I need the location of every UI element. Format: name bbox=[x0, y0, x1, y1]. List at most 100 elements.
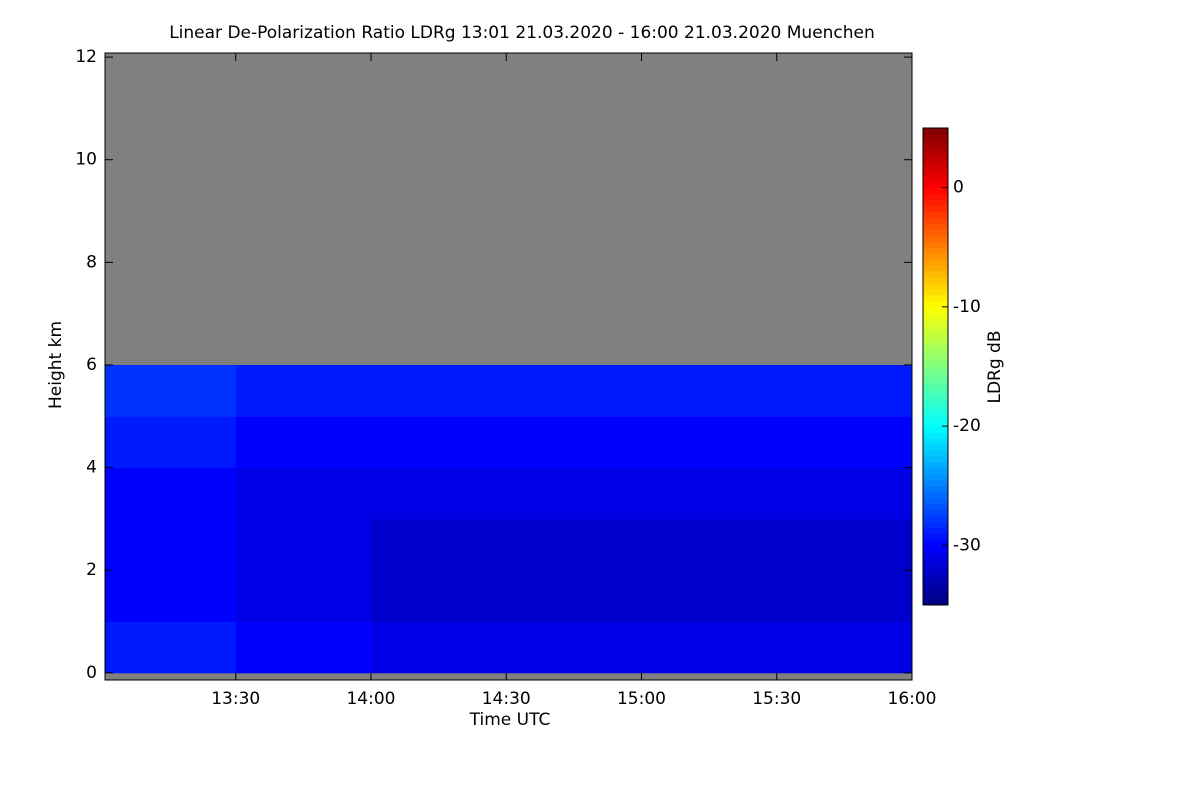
chart-title: Linear De-Polarization Ratio LDRg 13:01 … bbox=[169, 23, 875, 43]
heat-cell bbox=[105, 518, 237, 571]
colorbar-segment bbox=[923, 259, 948, 266]
colorbar-segment bbox=[923, 539, 948, 546]
colorbar-segment bbox=[923, 265, 948, 272]
colorbar-segment bbox=[923, 277, 948, 284]
heat-cell bbox=[776, 570, 913, 623]
x-tick-label: 14:30 bbox=[482, 689, 531, 709]
colorbar-segment bbox=[923, 271, 948, 278]
colorbar-segment bbox=[923, 366, 948, 373]
y-tick-label: 10 bbox=[75, 150, 97, 170]
colorbar-segment bbox=[923, 420, 948, 427]
colorbar-segment bbox=[923, 360, 948, 367]
colorbar-segment bbox=[923, 324, 948, 332]
heat-cell bbox=[641, 621, 778, 674]
colorbar-segment bbox=[923, 390, 948, 397]
heat-cell bbox=[641, 570, 778, 623]
colorbar-segment bbox=[923, 449, 948, 457]
colorbar-segment bbox=[923, 497, 948, 505]
colorbar-segment bbox=[923, 283, 948, 290]
heat-cell bbox=[776, 621, 913, 674]
colorbar-segment bbox=[923, 455, 948, 463]
heat-cell bbox=[105, 621, 237, 674]
y-tick-label: 4 bbox=[86, 458, 97, 478]
colorbar-segment bbox=[923, 175, 948, 183]
colorbar-segment bbox=[923, 378, 948, 385]
colorbar-segment bbox=[923, 432, 948, 439]
colorbar-segment bbox=[923, 354, 948, 362]
colorbar-segment bbox=[923, 181, 948, 189]
plot-frame bbox=[104, 52, 913, 681]
heat-cell bbox=[105, 467, 237, 520]
colorbar-segment bbox=[923, 569, 948, 576]
colorbar-segment bbox=[923, 294, 948, 302]
colorbar-segment bbox=[923, 128, 948, 135]
colorbar-segment bbox=[923, 426, 948, 433]
x-tick-label: 16:00 bbox=[888, 689, 937, 709]
colorbar-segment bbox=[923, 402, 948, 409]
colorbar-segment bbox=[923, 473, 948, 481]
colorbar-segment bbox=[923, 247, 948, 254]
heat-cell bbox=[776, 364, 913, 417]
colorbar-segment bbox=[923, 575, 948, 582]
heat-cell bbox=[105, 416, 237, 469]
y-tick-label: 0 bbox=[86, 663, 97, 683]
heat-cell bbox=[506, 518, 642, 571]
colorbar-segment bbox=[923, 205, 948, 212]
colorbar-segment bbox=[923, 163, 948, 171]
colorbar-segment bbox=[923, 253, 948, 260]
colorbar-segment bbox=[923, 330, 948, 338]
x-tick-label: 14:00 bbox=[346, 689, 395, 709]
colorbar-segment bbox=[923, 396, 948, 403]
heat-cell bbox=[105, 570, 237, 623]
colorbar-segment bbox=[923, 211, 948, 218]
heat-cell bbox=[370, 621, 507, 674]
colorbar-segment bbox=[923, 229, 948, 236]
heat-cell bbox=[776, 416, 913, 469]
heat-cell bbox=[235, 467, 372, 520]
colorbar-segment bbox=[923, 336, 948, 344]
colorbar-segment bbox=[923, 169, 948, 177]
colorbar-segment bbox=[923, 438, 948, 445]
colorbar-segment bbox=[923, 300, 948, 308]
colorbar-segment bbox=[923, 372, 948, 379]
heat-cell bbox=[506, 570, 642, 623]
y-tick-label: 2 bbox=[86, 560, 97, 580]
colorbar-segment bbox=[923, 515, 948, 523]
heat-cell bbox=[641, 416, 778, 469]
x-tick-label: 13:30 bbox=[211, 689, 260, 709]
colorbar-segment bbox=[923, 133, 948, 141]
heat-cell bbox=[235, 570, 372, 623]
colorbar-segment bbox=[923, 241, 948, 248]
colorbar-segment bbox=[923, 187, 948, 195]
colorbar-segment bbox=[923, 288, 948, 296]
colorbar-segment bbox=[923, 444, 948, 451]
heat-cell bbox=[370, 518, 507, 571]
colorbar-label: LDRg dB bbox=[985, 330, 1005, 403]
x-tick-label: 15:00 bbox=[617, 689, 666, 709]
heat-cell bbox=[235, 518, 372, 571]
heat-cell bbox=[235, 416, 372, 469]
colorbar-segment bbox=[923, 479, 948, 487]
colorbar-segment bbox=[923, 223, 948, 230]
colorbar-tick-label: -30 bbox=[953, 535, 981, 555]
colorbar-segment bbox=[923, 306, 948, 314]
heat-cell bbox=[105, 364, 237, 417]
colorbar-segment bbox=[923, 521, 948, 528]
colorbar-segment bbox=[923, 563, 948, 570]
y-tick-label: 6 bbox=[86, 355, 97, 375]
heat-cell bbox=[776, 467, 913, 520]
heat-cell bbox=[370, 364, 507, 417]
colorbar-segment bbox=[923, 503, 948, 511]
colorbar-segment bbox=[923, 408, 948, 415]
colorbar-segment bbox=[923, 318, 948, 326]
colorbar-frame bbox=[922, 127, 949, 606]
y-axis-label: Height km bbox=[46, 321, 66, 409]
colorbar-segment bbox=[923, 217, 948, 224]
colorbar-segment bbox=[923, 199, 948, 207]
colorbar-segment bbox=[923, 545, 948, 552]
colorbar-segment bbox=[923, 384, 948, 391]
colorbar-tick-label: -10 bbox=[953, 297, 981, 317]
colorbar-segment bbox=[923, 461, 948, 469]
